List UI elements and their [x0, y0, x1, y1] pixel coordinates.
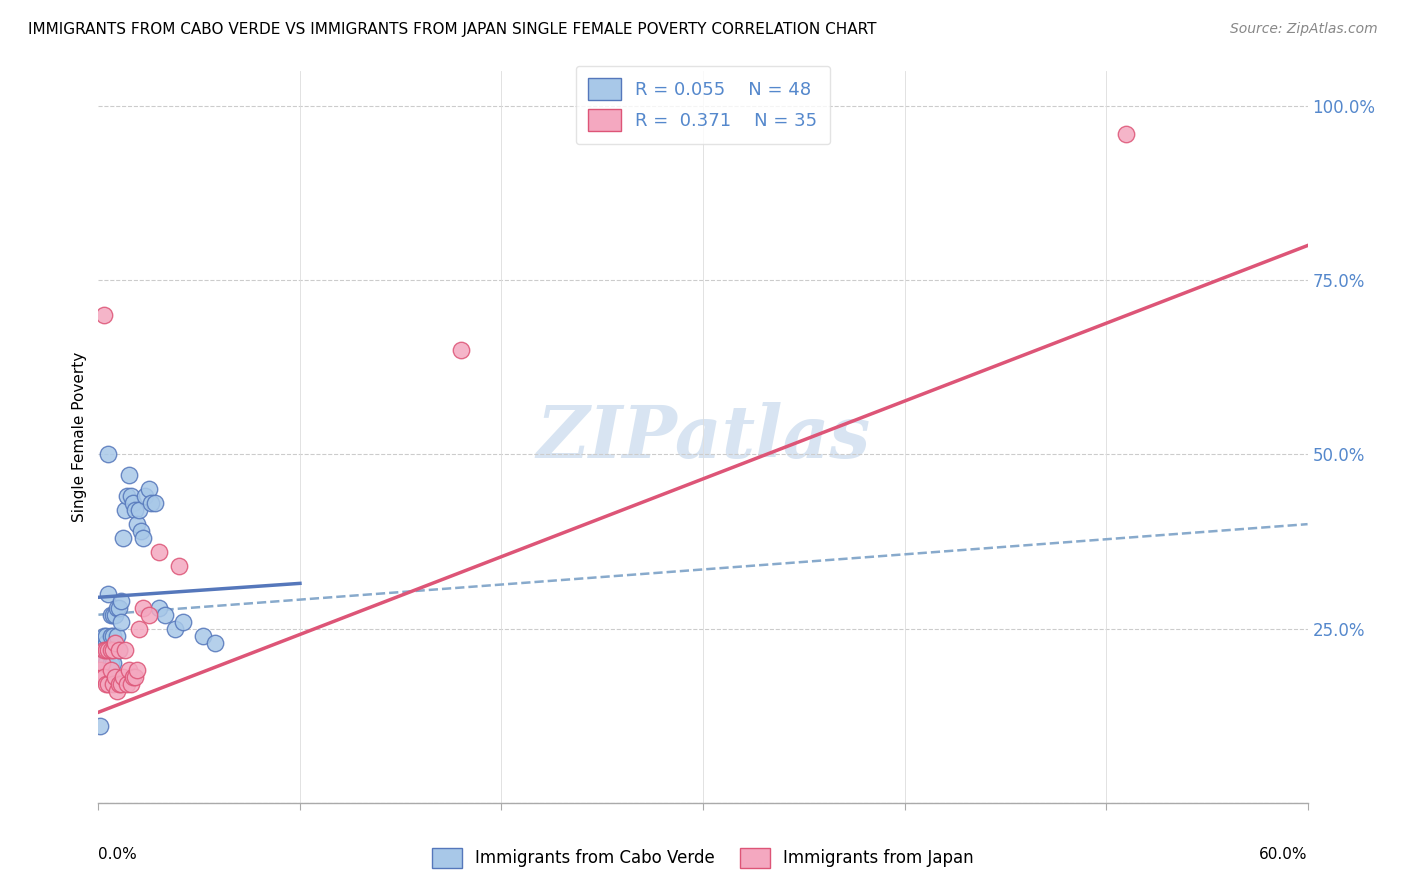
Point: [100, 664, 122, 678]
Point: [89, 719, 111, 733]
Point: [114, 642, 136, 657]
Point: [96, 677, 118, 691]
Point: [101, 642, 124, 657]
Text: ZIPatlas: ZIPatlas: [536, 401, 870, 473]
Point: [103, 635, 125, 649]
Point: [128, 503, 150, 517]
Point: [118, 468, 141, 483]
Point: [110, 594, 132, 608]
Point: [107, 600, 129, 615]
Point: [100, 607, 122, 622]
Point: [204, 635, 226, 649]
Point: [96, 642, 118, 657]
Point: [110, 615, 132, 629]
Point: [105, 600, 128, 615]
Point: [103, 670, 125, 684]
Point: [172, 615, 194, 629]
Point: [148, 545, 170, 559]
Y-axis label: Single Female Poverty: Single Female Poverty: [72, 352, 87, 522]
Point: [450, 343, 472, 357]
Legend: Immigrants from Cabo Verde, Immigrants from Japan: Immigrants from Cabo Verde, Immigrants f…: [425, 841, 981, 875]
Point: [97, 677, 120, 691]
Point: [167, 558, 190, 573]
Point: [132, 531, 155, 545]
Point: [93, 308, 115, 322]
Point: [114, 503, 136, 517]
Point: [163, 622, 186, 636]
Point: [118, 664, 141, 678]
Point: [96, 657, 118, 671]
Point: [115, 489, 138, 503]
Legend: R = 0.055    N = 48, R =  0.371    N = 35: R = 0.055 N = 48, R = 0.371 N = 35: [576, 66, 830, 145]
Point: [93, 642, 115, 657]
Point: [93, 670, 115, 684]
Point: [100, 629, 122, 643]
Point: [97, 664, 120, 678]
Point: [124, 503, 146, 517]
Point: [91, 664, 114, 678]
Point: [120, 489, 142, 503]
Point: [138, 483, 160, 497]
Point: [96, 629, 118, 643]
Point: [107, 677, 129, 691]
Point: [148, 600, 170, 615]
Point: [100, 657, 122, 671]
Point: [100, 642, 122, 657]
Point: [128, 622, 150, 636]
Point: [107, 642, 129, 657]
Point: [105, 684, 128, 698]
Point: [1115, 127, 1137, 141]
Text: 60.0%: 60.0%: [1260, 847, 1308, 862]
Point: [107, 642, 129, 657]
Point: [103, 635, 125, 649]
Point: [101, 607, 124, 622]
Point: [103, 607, 125, 622]
Point: [129, 524, 152, 538]
Point: [93, 670, 115, 684]
Point: [111, 531, 134, 545]
Point: [91, 670, 114, 684]
Point: [101, 629, 124, 643]
Point: [143, 496, 166, 510]
Point: [101, 677, 124, 691]
Point: [97, 587, 120, 601]
Text: 0.0%: 0.0%: [98, 847, 138, 862]
Point: [93, 642, 115, 657]
Point: [115, 677, 138, 691]
Point: [121, 670, 143, 684]
Point: [138, 607, 160, 622]
Point: [125, 664, 148, 678]
Point: [139, 496, 162, 510]
Point: [111, 670, 134, 684]
Point: [153, 607, 176, 622]
Point: [132, 600, 155, 615]
Point: [97, 642, 120, 657]
Point: [91, 657, 114, 671]
Point: [89, 664, 111, 678]
Point: [97, 448, 120, 462]
Point: [105, 629, 128, 643]
Text: IMMIGRANTS FROM CABO VERDE VS IMMIGRANTS FROM JAPAN SINGLE FEMALE POVERTY CORREL: IMMIGRANTS FROM CABO VERDE VS IMMIGRANTS…: [28, 22, 876, 37]
Point: [193, 629, 215, 643]
Point: [134, 489, 156, 503]
Text: Source: ZipAtlas.com: Source: ZipAtlas.com: [1230, 22, 1378, 37]
Point: [125, 517, 148, 532]
Point: [96, 635, 118, 649]
Point: [120, 677, 142, 691]
Point: [93, 629, 115, 643]
Point: [101, 657, 124, 671]
Point: [91, 657, 114, 671]
Point: [121, 496, 143, 510]
Point: [97, 642, 120, 657]
Point: [110, 677, 132, 691]
Point: [124, 670, 146, 684]
